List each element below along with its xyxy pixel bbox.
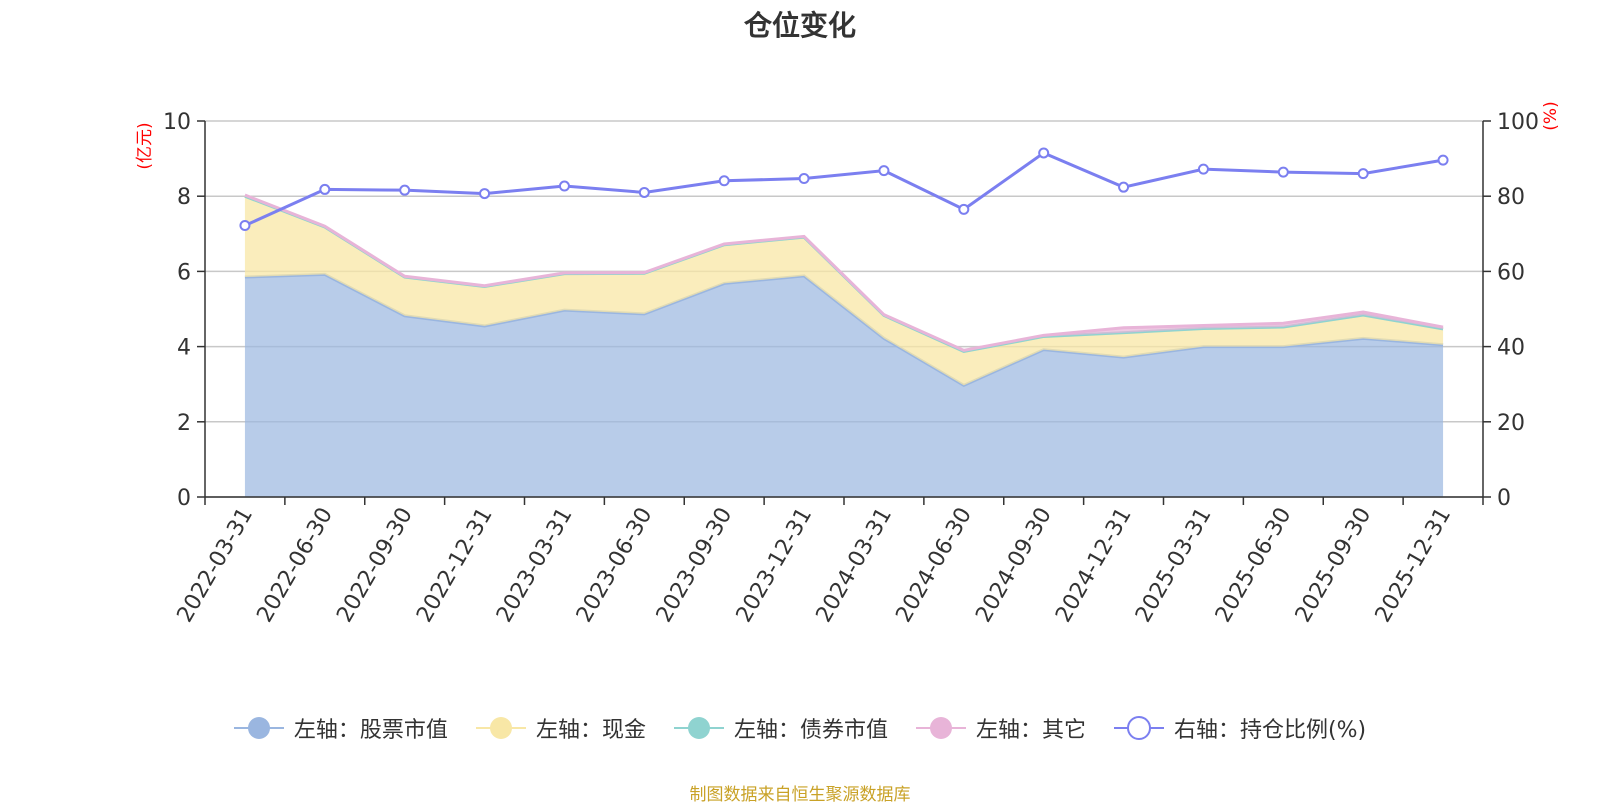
line-series xyxy=(239,147,1449,232)
x-tick-label: 2024-03-31 xyxy=(812,504,898,627)
area-edge-左轴：其它 xyxy=(244,193,1444,352)
left-tick-label: 2 xyxy=(177,411,191,436)
line-point xyxy=(1038,147,1050,159)
legend-label: 左轴：现金 xyxy=(535,718,646,743)
legend-marker-icon xyxy=(1113,716,1164,740)
x-tick-label: 2024-09-30 xyxy=(971,504,1057,627)
right-tick-label: 40 xyxy=(1497,336,1525,361)
line-point xyxy=(558,180,570,192)
legend-marker-icon xyxy=(475,717,526,739)
legend-marker-icon xyxy=(673,717,724,739)
x-tick-label: 2025-03-31 xyxy=(1131,504,1217,627)
x-tick-label: 2024-12-31 xyxy=(1051,504,1137,627)
left-tick-label: 6 xyxy=(177,260,191,285)
line-point xyxy=(958,203,970,215)
x-tick-label: 2025-06-30 xyxy=(1211,504,1297,627)
legend-label: 左轴：股票市值 xyxy=(293,718,448,743)
left-tick-label: 8 xyxy=(177,185,191,210)
x-tick-label: 2023-06-30 xyxy=(572,504,658,627)
x-tick-label: 2023-09-30 xyxy=(652,504,738,627)
line-point xyxy=(479,188,491,200)
right-tick-label: 80 xyxy=(1497,185,1525,210)
line-point xyxy=(319,183,331,195)
legend-item[interactable]: 左轴：股票市值 xyxy=(233,712,448,744)
source-note: 制图数据来自恒生聚源数据库 xyxy=(689,785,911,805)
right-tick-label: 60 xyxy=(1497,260,1525,285)
left-axis-unit: (亿元) xyxy=(135,122,155,169)
x-tick-label: 2023-12-31 xyxy=(732,504,818,627)
chart-title: 仓位变化 xyxy=(743,9,856,42)
legend-label: 左轴：债券市值 xyxy=(733,718,888,743)
x-tick-label: 2022-12-31 xyxy=(412,504,498,627)
x-tick-label: 2024-06-30 xyxy=(891,504,977,627)
left-tick-label: 0 xyxy=(177,486,191,511)
right-tick-label: 20 xyxy=(1497,411,1525,436)
line-point xyxy=(1277,166,1289,178)
legend-label: 右轴：持仓比例(%) xyxy=(1173,718,1367,743)
line-point xyxy=(239,220,251,232)
x-tick-label: 2022-09-30 xyxy=(332,504,418,627)
line-point xyxy=(1437,154,1449,166)
legend: 左轴：股票市值 左轴：现金 左轴：债券市值 左轴：其它 右轴：持仓比例(%) xyxy=(0,712,1600,744)
x-tick-label: 2025-09-30 xyxy=(1291,504,1377,627)
line-point xyxy=(1118,181,1130,193)
line-point xyxy=(1357,168,1369,180)
legend-item[interactable]: 左轴：其它 xyxy=(915,712,1086,744)
line-point xyxy=(798,173,810,185)
x-tick-label: 2022-03-31 xyxy=(173,504,259,627)
line-point xyxy=(1197,163,1209,175)
right-axis-unit: (%) xyxy=(1541,101,1561,130)
legend-item[interactable]: 左轴：债券市值 xyxy=(673,712,888,744)
legend-marker-icon xyxy=(233,717,284,739)
line-point xyxy=(638,186,650,198)
x-tick-label: 2025-12-31 xyxy=(1371,504,1457,627)
area-左轴：现金 xyxy=(244,196,1444,386)
line-右轴：持仓比例(%) xyxy=(244,151,1444,227)
area-左轴：股票市值 xyxy=(244,274,1444,497)
right-tick-label: 100 xyxy=(1497,110,1539,135)
line-point xyxy=(718,175,730,187)
legend-label: 左轴：其它 xyxy=(975,718,1086,743)
legend-marker-icon xyxy=(915,717,966,739)
right-tick-label: 0 xyxy=(1497,486,1511,511)
legend-item[interactable]: 右轴：持仓比例(%) xyxy=(1113,712,1367,744)
line-point xyxy=(399,184,411,196)
axes xyxy=(197,120,1491,505)
x-tick-label: 2022-06-30 xyxy=(252,504,338,627)
line-point xyxy=(878,165,890,177)
x-tick-label: 2023-03-31 xyxy=(492,504,578,627)
area-series xyxy=(244,193,1444,497)
left-tick-label: 4 xyxy=(177,336,191,361)
left-tick-label: 10 xyxy=(163,110,191,135)
legend-item[interactable]: 左轴：现金 xyxy=(475,712,646,744)
